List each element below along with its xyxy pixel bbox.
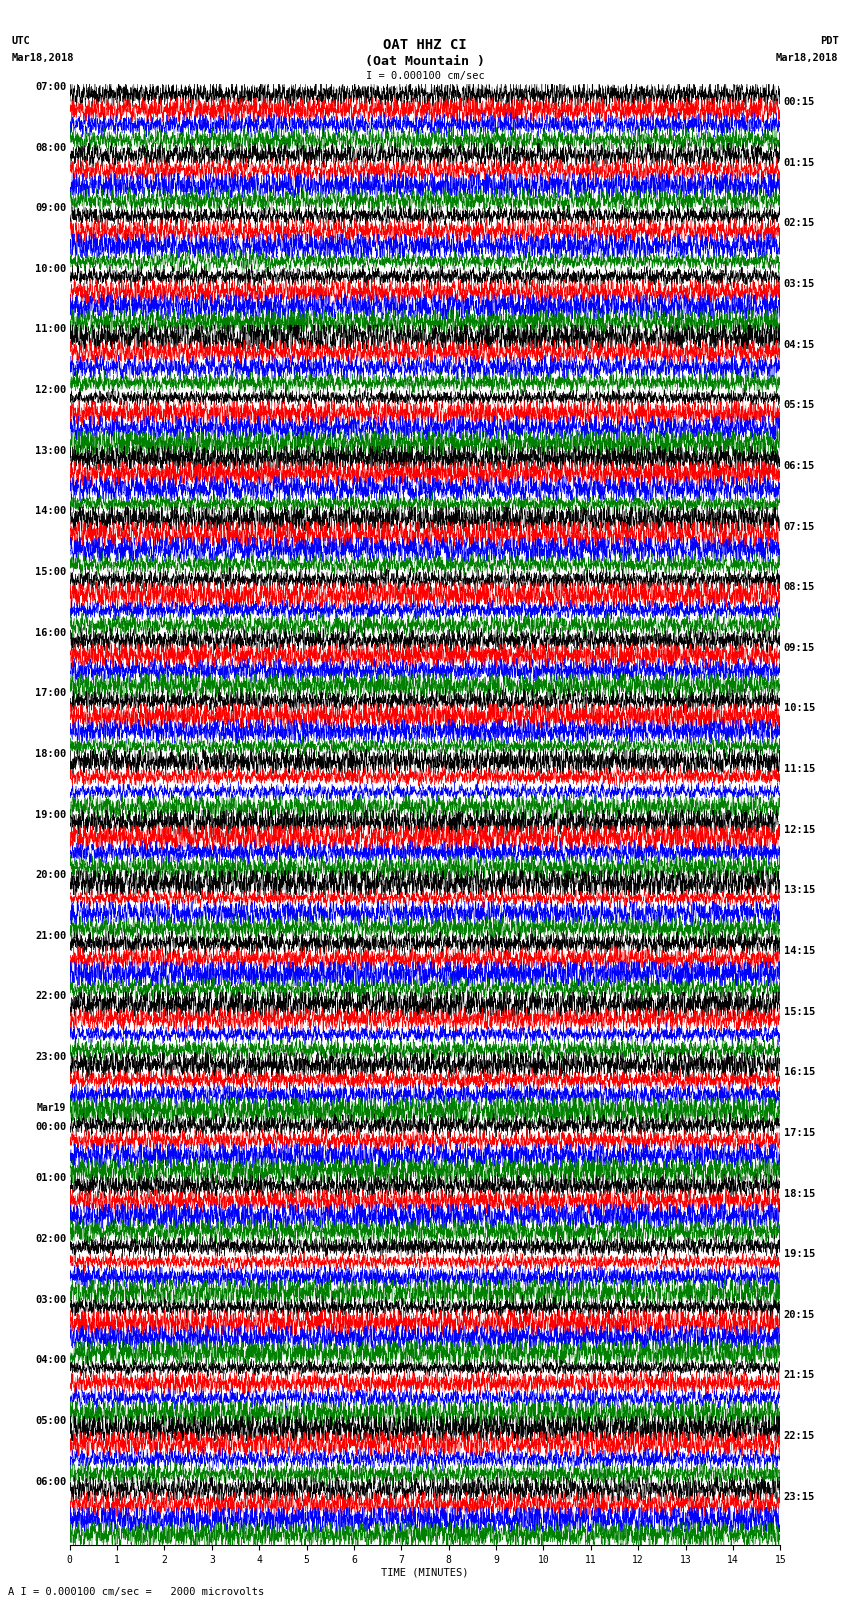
Text: 07:00: 07:00 xyxy=(35,82,66,92)
Text: 02:15: 02:15 xyxy=(784,218,815,229)
Text: UTC: UTC xyxy=(11,35,31,45)
Text: I = 0.000100 cm/sec: I = 0.000100 cm/sec xyxy=(366,71,484,81)
Text: 21:15: 21:15 xyxy=(784,1371,815,1381)
Text: Mar19: Mar19 xyxy=(37,1103,66,1113)
Text: 14:15: 14:15 xyxy=(784,945,815,957)
Text: 06:15: 06:15 xyxy=(784,461,815,471)
Text: 00:00: 00:00 xyxy=(35,1123,66,1132)
Text: 20:15: 20:15 xyxy=(784,1310,815,1319)
Text: 16:00: 16:00 xyxy=(35,627,66,637)
Text: 09:15: 09:15 xyxy=(784,644,815,653)
Text: 07:15: 07:15 xyxy=(784,521,815,532)
Text: 19:00: 19:00 xyxy=(35,810,66,819)
Text: OAT HHZ CI: OAT HHZ CI xyxy=(383,37,467,52)
Text: 17:00: 17:00 xyxy=(35,689,66,698)
Text: 21:00: 21:00 xyxy=(35,931,66,940)
Text: 23:15: 23:15 xyxy=(784,1492,815,1502)
Text: (Oat Mountain ): (Oat Mountain ) xyxy=(365,55,485,68)
Text: 04:00: 04:00 xyxy=(35,1355,66,1365)
Text: A I = 0.000100 cm/sec =   2000 microvolts: A I = 0.000100 cm/sec = 2000 microvolts xyxy=(8,1587,264,1597)
Text: 13:00: 13:00 xyxy=(35,445,66,456)
Text: 13:15: 13:15 xyxy=(784,886,815,895)
Text: 22:15: 22:15 xyxy=(784,1431,815,1440)
Text: 16:15: 16:15 xyxy=(784,1068,815,1077)
Text: 11:15: 11:15 xyxy=(784,765,815,774)
Text: 11:00: 11:00 xyxy=(35,324,66,334)
Text: 10:15: 10:15 xyxy=(784,703,815,713)
Text: PDT: PDT xyxy=(819,35,839,45)
Text: 00:15: 00:15 xyxy=(784,97,815,106)
Text: 19:15: 19:15 xyxy=(784,1248,815,1260)
X-axis label: TIME (MINUTES): TIME (MINUTES) xyxy=(382,1568,468,1578)
Text: 18:00: 18:00 xyxy=(35,748,66,760)
Text: 15:15: 15:15 xyxy=(784,1007,815,1016)
Text: 03:00: 03:00 xyxy=(35,1295,66,1305)
Text: 05:15: 05:15 xyxy=(784,400,815,410)
Text: 12:00: 12:00 xyxy=(35,386,66,395)
Text: 03:15: 03:15 xyxy=(784,279,815,289)
Text: 17:15: 17:15 xyxy=(784,1127,815,1137)
Text: 05:00: 05:00 xyxy=(35,1416,66,1426)
Text: 22:00: 22:00 xyxy=(35,992,66,1002)
Text: 09:00: 09:00 xyxy=(35,203,66,213)
Text: 15:00: 15:00 xyxy=(35,568,66,577)
Text: 06:00: 06:00 xyxy=(35,1476,66,1487)
Text: 02:00: 02:00 xyxy=(35,1234,66,1244)
Text: Mar18,2018: Mar18,2018 xyxy=(11,53,74,63)
Text: 20:00: 20:00 xyxy=(35,869,66,881)
Text: 18:15: 18:15 xyxy=(784,1189,815,1198)
Text: 08:15: 08:15 xyxy=(784,582,815,592)
Text: 23:00: 23:00 xyxy=(35,1052,66,1061)
Text: 04:15: 04:15 xyxy=(784,340,815,350)
Text: 12:15: 12:15 xyxy=(784,824,815,834)
Text: 14:00: 14:00 xyxy=(35,506,66,516)
Text: Mar18,2018: Mar18,2018 xyxy=(776,53,839,63)
Text: 08:00: 08:00 xyxy=(35,142,66,153)
Text: 10:00: 10:00 xyxy=(35,265,66,274)
Text: 01:00: 01:00 xyxy=(35,1173,66,1184)
Text: 01:15: 01:15 xyxy=(784,158,815,168)
